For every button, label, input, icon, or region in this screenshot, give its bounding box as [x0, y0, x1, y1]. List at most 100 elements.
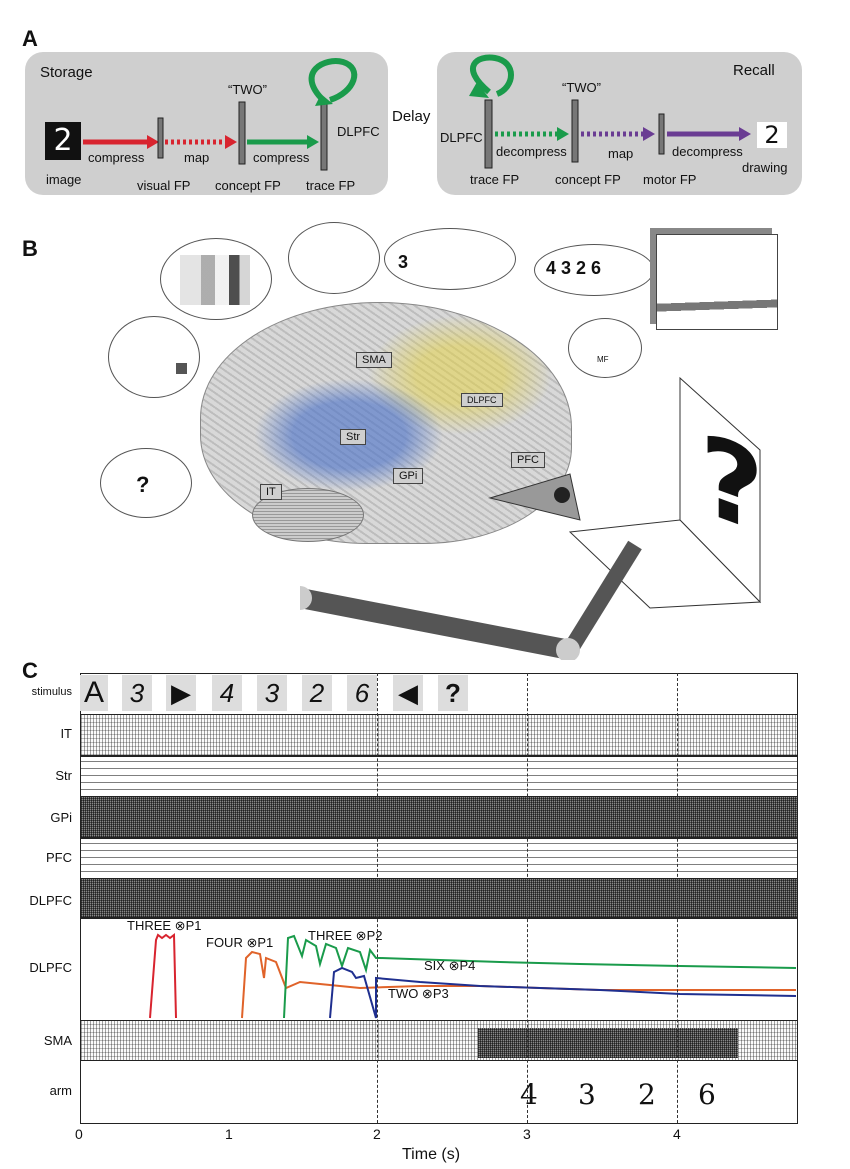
motor-fp-label: motor FP [643, 172, 697, 187]
delay-label: Delay [392, 108, 431, 125]
panel-a-label: A [22, 26, 38, 51]
row-label-gpi: GPi [50, 810, 72, 825]
eye-and-display [300, 376, 762, 660]
thought-cloud-question [100, 448, 192, 518]
row-label-pfc: PFC [46, 850, 72, 865]
x-tick-2: 2 [373, 1126, 381, 1142]
thought-question-text: ? [136, 472, 150, 497]
small-square [176, 363, 187, 374]
recall-title: Recall [733, 62, 775, 79]
region-tag-pfc: PFC [511, 452, 545, 468]
trace-three-p2 [283, 934, 796, 1019]
image-label: image [46, 172, 82, 187]
arm-output-1: 3 [578, 1078, 596, 1111]
recurrent-loop-recall [470, 54, 514, 97]
stimulus-0: A [80, 675, 108, 711]
panel-c-label: C [22, 658, 38, 683]
decompress-label-2: decompress [672, 144, 743, 159]
row-label-str: Str [55, 768, 72, 783]
raster-it [80, 714, 798, 756]
panel-b-label: B [22, 236, 38, 261]
grid-line-3s [527, 673, 529, 1123]
thought-cloud-small [108, 316, 200, 398]
recall-dlpfc-label: DLPFC [440, 130, 483, 145]
x-tick-0: 0 [75, 1126, 83, 1142]
trace-two-p3 [329, 966, 796, 1019]
drawing-label: drawing [742, 160, 788, 175]
arm-output-3: 6 [698, 1078, 716, 1111]
region-tag-it: IT [260, 484, 282, 500]
two-label: “TWO” [228, 82, 267, 97]
concept-fp-label: concept FP [215, 178, 281, 193]
region-tag-gpi: GPi [393, 468, 424, 484]
grid-line-2s [377, 673, 379, 1123]
stimulus-5: 2 [302, 675, 332, 711]
pixel-pattern [180, 255, 250, 305]
compress-label-2: compress [253, 150, 310, 165]
grid-line-4s [677, 673, 679, 1123]
x-axis-label: Time (s) [402, 1146, 461, 1163]
recurrent-loop [308, 58, 358, 103]
drawn-digit: 2 [757, 122, 787, 148]
sma-burst-1 [478, 1028, 738, 1058]
screen-question-mark: ? [700, 408, 764, 560]
trace-label-four-p1: FOUR ⊗P1 [206, 935, 274, 950]
thought-sequence-text: 4 3 2 6 [546, 258, 602, 278]
dlpfc-trace-panel [80, 918, 798, 1022]
stimulus-7: ◀ [393, 675, 423, 711]
trace-label-three-p2: THREE ⊗P2 [308, 928, 383, 943]
raster-str [80, 756, 798, 798]
x-tick-1: 1 [225, 1126, 233, 1142]
thought-cloud-sequence [534, 244, 654, 296]
arm-output-2: 2 [638, 1078, 656, 1111]
stimulus-4: 3 [257, 675, 287, 711]
stimulus-6: 6 [347, 675, 377, 711]
trace-label-six-p4: SIX ⊗P4 [424, 958, 476, 973]
storage-flow-diagram [83, 58, 358, 171]
row-label-sma: SMA [43, 1033, 72, 1048]
recall-flow-diagram [469, 54, 751, 169]
stimulus-1: 3 [122, 675, 152, 711]
trace-label-three-p1: THREE ⊗P1 [127, 918, 202, 933]
x-tick-3: 3 [523, 1126, 531, 1142]
raster-gpi [80, 796, 798, 838]
recall-concept-fp-label: concept FP [555, 172, 621, 187]
recall-two-label: “TWO” [562, 80, 601, 95]
decompress-label-1: decompress [496, 144, 567, 159]
row-label-dlpfc-raster: DLPFC [29, 893, 72, 908]
region-tag-str: Str [340, 429, 367, 445]
map-label: map [184, 150, 210, 165]
stimulus-3: 4 [212, 675, 242, 711]
row-label-it: IT [60, 726, 72, 741]
stimulus-8: ? [438, 675, 468, 711]
recall-trace-fp-label: trace FP [470, 172, 520, 187]
x-tick-4: 4 [673, 1126, 681, 1142]
arm-output-0: 4 [520, 1078, 538, 1111]
compress-label-1: compress [88, 150, 145, 165]
thought-cloud-mf [568, 318, 642, 378]
row-label-stimulus: stimulus [31, 686, 72, 698]
trace-label-two-p3: TWO ⊗P3 [388, 986, 449, 1001]
row-label-arm: arm [49, 1083, 72, 1098]
arm-row [80, 1060, 798, 1124]
trace-fp-label: trace FP [306, 178, 356, 193]
region-tag-sma: SMA [356, 352, 392, 368]
raster-pfc [80, 838, 798, 880]
thought-cloud-3 [384, 228, 516, 290]
thought-cloud-empty [288, 222, 380, 294]
stimulus-2: ▶ [166, 675, 196, 711]
raster-dlpfc [80, 878, 798, 918]
visual-fp-label: visual FP [137, 178, 191, 193]
trace-three-p1 [149, 933, 177, 1019]
storage-title: Storage [40, 64, 93, 81]
dlpfc-traces [149, 933, 796, 1019]
row-label-dlpfc-trace: DLPFC [29, 960, 72, 975]
thought-mf-text: MF [597, 355, 609, 364]
recall-panel [437, 52, 802, 195]
region-tag-dlpfc: DLPFC [461, 393, 503, 407]
input-digit-image: 2 [45, 122, 81, 160]
thought-3-text: 3 [398, 252, 409, 272]
recall-map-label: map [608, 146, 634, 161]
monitor-screen [656, 234, 778, 330]
dlpfc-label: DLPFC [337, 124, 380, 139]
